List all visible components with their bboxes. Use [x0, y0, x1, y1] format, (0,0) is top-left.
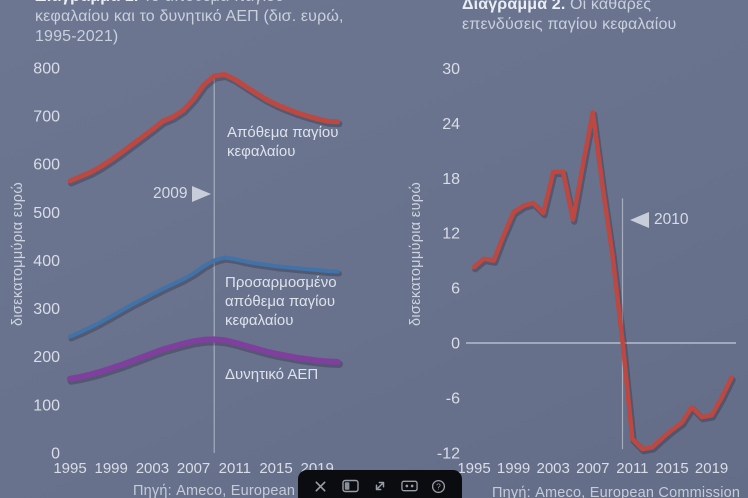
- svg-text:?: ?: [436, 481, 441, 491]
- left-title-line1-rest: Το απόθεμα παγίου: [138, 0, 284, 5]
- annotation-2010: 2010: [630, 211, 688, 229]
- svg-text:-6: -6: [446, 390, 460, 407]
- svg-text:0: 0: [51, 446, 60, 463]
- split-view-icon[interactable]: [341, 478, 359, 494]
- left-title-line1: Διάγραμμα 1. Το απόθεμα παγίου: [35, 0, 344, 7]
- svg-text:2003: 2003: [537, 460, 570, 477]
- svg-text:800: 800: [33, 60, 60, 77]
- svg-text:500: 500: [33, 205, 60, 222]
- help-icon[interactable]: ?: [430, 478, 447, 494]
- right-source-caption: Πηγή: Ameco, European Commission: [492, 485, 741, 498]
- annotation-2010-label: 2010: [654, 211, 689, 228]
- svg-text:400: 400: [33, 253, 60, 270]
- left-title-line3: 1995-2021): [35, 28, 119, 45]
- svg-text:2015: 2015: [259, 460, 292, 477]
- right-title-line2: επενδύσεις παγίου κεφαλαίου: [462, 16, 677, 33]
- left-title-line2: κεφαλαίου και το δυνητικό ΑΕΠ (δισ. ευρώ…: [35, 8, 344, 25]
- arrow-right-icon: [192, 186, 212, 202]
- svg-text:12: 12: [442, 226, 460, 243]
- svg-text:0: 0: [451, 336, 460, 353]
- diagonal-resize-icon[interactable]: [371, 478, 388, 494]
- svg-text:2011: 2011: [616, 460, 648, 477]
- svg-text:2019: 2019: [695, 460, 728, 477]
- snapshot-icon[interactable]: [400, 478, 418, 494]
- svg-text:200: 200: [33, 349, 60, 366]
- svg-text:2015: 2015: [655, 460, 688, 477]
- svg-text:1995: 1995: [53, 460, 86, 477]
- svg-text:24: 24: [442, 116, 460, 133]
- svg-text:1999: 1999: [95, 460, 128, 477]
- series-label-potential-gdp: Δυνητικό ΑΕΠ: [225, 366, 319, 383]
- svg-text:30: 30: [442, 61, 460, 78]
- series-label-capital-stock: Απόθεμα παγίου κεφαλαίου: [227, 124, 339, 160]
- svg-text:-12: -12: [437, 445, 460, 462]
- svg-text:1999: 1999: [497, 460, 530, 477]
- right-chart-title: Διάγραμμα 2. Οι καθαρές επενδύσεις παγίο…: [462, 0, 676, 35]
- right-title-line1: Διάγραμμα 2. Οι καθαρές: [462, 0, 676, 15]
- arrow-left-icon: [630, 212, 649, 228]
- svg-text:1995: 1995: [457, 460, 490, 477]
- svg-text:100: 100: [33, 397, 60, 414]
- svg-text:300: 300: [33, 301, 60, 318]
- svg-text:2007: 2007: [177, 460, 210, 477]
- svg-text:18: 18: [442, 171, 460, 188]
- series-label-adjusted-capital-stock: Προσαρμοσμένο απόθεμα παγίου κεφαλαίου: [225, 274, 337, 329]
- right-title-line1-rest: Οι καθαρές: [565, 0, 652, 13]
- right-title-number: Διάγραμμα 2.: [462, 0, 566, 13]
- svg-text:2003: 2003: [136, 460, 169, 477]
- svg-text:2007: 2007: [576, 460, 609, 477]
- overlay-toolbar: ?: [298, 470, 462, 498]
- annotation-2009: 2009: [153, 185, 212, 203]
- annotation-2009-label: 2009: [153, 185, 188, 202]
- svg-text:6: 6: [451, 281, 460, 298]
- right-y-axis-label: δισεκατομμύρια ευρώ: [408, 182, 424, 326]
- left-title-number: Διάγραμμα 1.: [35, 0, 138, 5]
- left-y-axis-label: δισεκατομμύρια ευρώ: [10, 182, 26, 326]
- svg-text:2011: 2011: [219, 460, 251, 477]
- close-icon[interactable]: [312, 478, 329, 494]
- svg-text:700: 700: [33, 108, 60, 125]
- left-chart-title: Διάγραμμα 1. Το απόθεμα παγίου κεφαλαίου…: [35, 0, 344, 47]
- svg-text:600: 600: [33, 157, 60, 174]
